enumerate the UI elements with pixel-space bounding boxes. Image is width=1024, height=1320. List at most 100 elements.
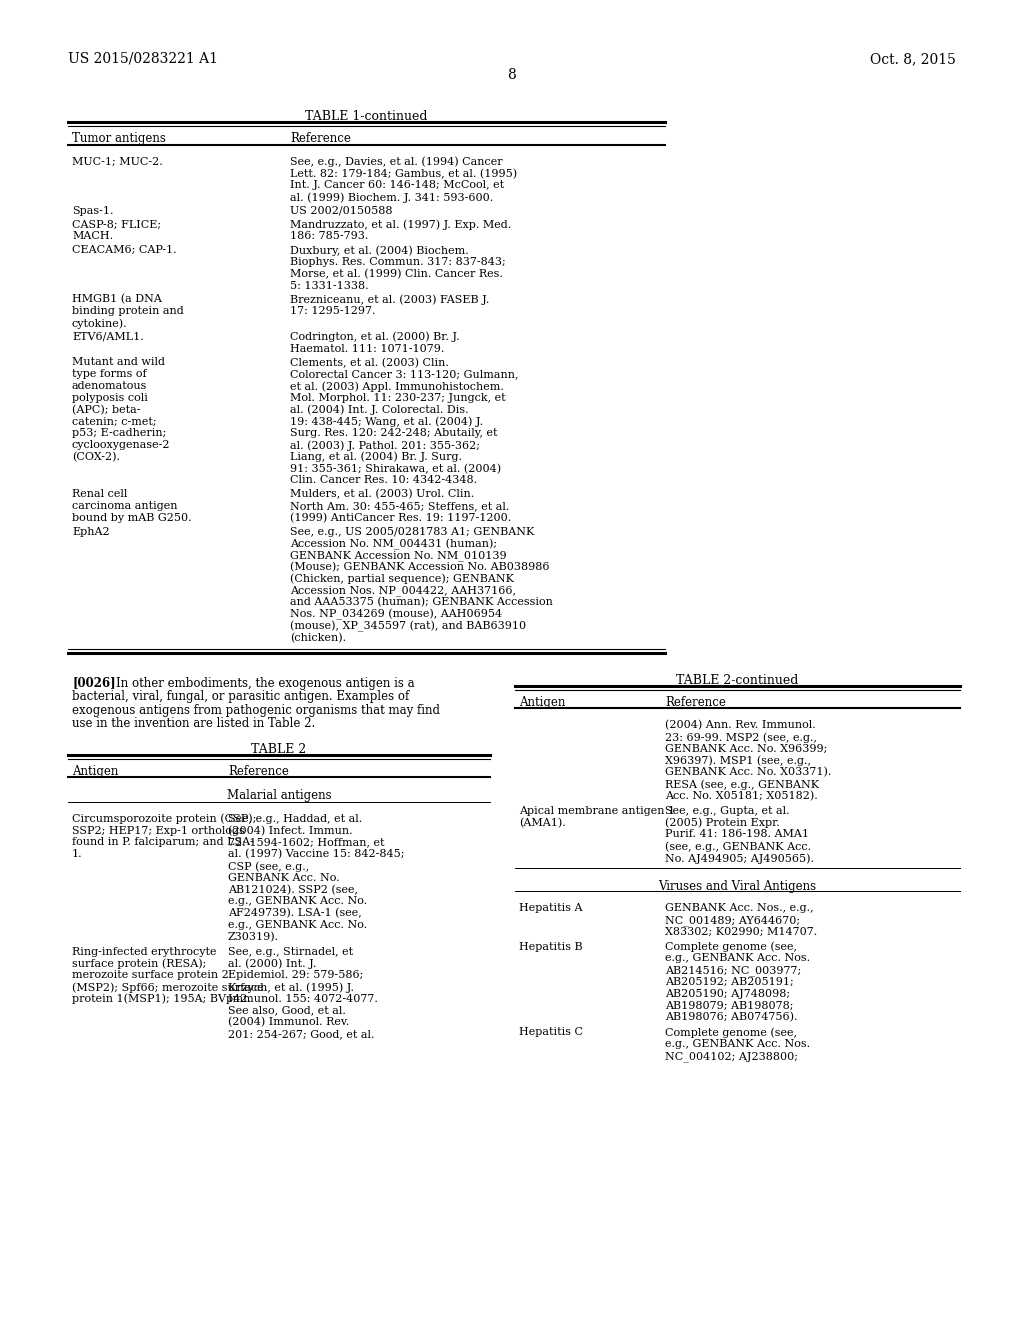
Text: Apical membrane antigen 1: Apical membrane antigen 1 [519,805,675,816]
Text: 17: 1295-1297.: 17: 1295-1297. [290,306,376,317]
Text: GENBANK Acc. No.: GENBANK Acc. No. [228,873,340,883]
Text: AB121024). SSP2 (see,: AB121024). SSP2 (see, [228,884,358,895]
Text: Hepatitis A: Hepatitis A [519,903,583,913]
Text: Accession No. NM_004431 (human);: Accession No. NM_004431 (human); [290,539,497,549]
Text: AB198076; AB074756).: AB198076; AB074756). [665,1012,798,1023]
Text: bacterial, viral, fungal, or parasitic antigen. Examples of: bacterial, viral, fungal, or parasitic a… [72,690,410,704]
Text: EphA2: EphA2 [72,527,110,537]
Text: GENBANK Acc. No. X03371).: GENBANK Acc. No. X03371). [665,767,831,777]
Text: AB198079; AB198078;: AB198079; AB198078; [665,1001,794,1011]
Text: Complete genome (see,: Complete genome (see, [665,941,797,952]
Text: (chicken).: (chicken). [290,632,346,643]
Text: carcinoma antigen: carcinoma antigen [72,502,177,511]
Text: TABLE 2-continued: TABLE 2-continued [676,673,799,686]
Text: type forms of: type forms of [72,370,146,379]
Text: 1.: 1. [72,849,83,859]
Text: 19: 438-445; Wang, et al. (2004) J.: 19: 438-445; Wang, et al. (2004) J. [290,416,483,426]
Text: (2004) Ann. Rev. Immunol.: (2004) Ann. Rev. Immunol. [665,721,816,730]
Text: Clin. Cancer Res. 10: 4342-4348.: Clin. Cancer Res. 10: 4342-4348. [290,475,477,486]
Text: Reference: Reference [290,132,351,145]
Text: MACH.: MACH. [72,231,113,242]
Text: GENBANK Accession No. NM_010139: GENBANK Accession No. NM_010139 [290,550,507,561]
Text: surface protein (RESA);: surface protein (RESA); [72,958,207,969]
Text: Mandruzzato, et al. (1997) J. Exp. Med.: Mandruzzato, et al. (1997) J. Exp. Med. [290,219,511,230]
Text: Tumor antigens: Tumor antigens [72,132,166,145]
Text: Brezniceanu, et al. (2003) FASEB J.: Brezniceanu, et al. (2003) FASEB J. [290,294,489,305]
Text: TABLE 2: TABLE 2 [251,743,306,755]
Text: et al. (2003) Appl. Immunohistochem.: et al. (2003) Appl. Immunohistochem. [290,381,504,392]
Text: Reference: Reference [665,696,726,709]
Text: 186: 785-793.: 186: 785-793. [290,231,369,242]
Text: Hepatitis C: Hepatitis C [519,1027,583,1038]
Text: (see, e.g., GENBANK Acc.: (see, e.g., GENBANK Acc. [665,841,811,851]
Text: e.g., GENBANK Acc. Nos.: e.g., GENBANK Acc. Nos. [665,953,810,964]
Text: Mol. Morphol. 11: 230-237; Jungck, et: Mol. Morphol. 11: 230-237; Jungck, et [290,393,506,403]
Text: (1999) AntiCancer Res. 19: 1197-1200.: (1999) AntiCancer Res. 19: 1197-1200. [290,512,511,523]
Text: 72: 1594-1602; Hoffman, et: 72: 1594-1602; Hoffman, et [228,837,384,847]
Text: merozoite surface protein 2: merozoite surface protein 2 [72,970,228,981]
Text: AB205192; AB205191;: AB205192; AB205191; [665,977,794,987]
Text: (AMA1).: (AMA1). [519,817,565,828]
Text: Viruses and Viral Antigens: Viruses and Viral Antigens [658,879,816,892]
Text: catenin; c-met;: catenin; c-met; [72,416,157,426]
Text: See also, Good, et al.: See also, Good, et al. [228,1006,346,1015]
Text: Z30319).: Z30319). [228,932,280,942]
Text: X83302; K02990; M14707.: X83302; K02990; M14707. [665,927,817,937]
Text: binding protein and: binding protein and [72,306,183,317]
Text: North Am. 30: 455-465; Steffens, et al.: North Am. 30: 455-465; Steffens, et al. [290,502,509,511]
Text: (2004) Infect. Immun.: (2004) Infect. Immun. [228,825,352,836]
Text: See, e.g., Haddad, et al.: See, e.g., Haddad, et al. [228,814,362,824]
Text: al. (2003) J. Pathol. 201: 355-362;: al. (2003) J. Pathol. 201: 355-362; [290,440,480,450]
Text: Krzych, et al. (1995) J.: Krzych, et al. (1995) J. [228,982,354,993]
Text: X96397). MSP1 (see, e.g.,: X96397). MSP1 (see, e.g., [665,755,811,766]
Text: Ring-infected erythrocyte: Ring-infected erythrocyte [72,946,216,957]
Text: ETV6/AML1.: ETV6/AML1. [72,331,143,342]
Text: Spas-1.: Spas-1. [72,206,114,215]
Text: TABLE 1-continued: TABLE 1-continued [305,110,428,123]
Text: NC_004102; AJ238800;: NC_004102; AJ238800; [665,1051,798,1061]
Text: al. (2000) Int. J.: al. (2000) Int. J. [228,958,316,969]
Text: e.g., GENBANK Acc. No.: e.g., GENBANK Acc. No. [228,896,368,907]
Text: (Mouse); GENBANK Accession No. AB038986: (Mouse); GENBANK Accession No. AB038986 [290,562,550,573]
Text: 201: 254-267; Good, et al.: 201: 254-267; Good, et al. [228,1030,375,1039]
Text: polyposis coli: polyposis coli [72,393,147,403]
Text: Epidemiol. 29: 579-586;: Epidemiol. 29: 579-586; [228,970,364,981]
Text: Biophys. Res. Commun. 317: 837-843;: Biophys. Res. Commun. 317: 837-843; [290,257,506,267]
Text: Clements, et al. (2003) Clin.: Clements, et al. (2003) Clin. [290,358,449,368]
Text: e.g., GENBANK Acc. Nos.: e.g., GENBANK Acc. Nos. [665,1039,810,1049]
Text: CSP (see, e.g.,: CSP (see, e.g., [228,861,309,871]
Text: [0026]: [0026] [72,677,116,689]
Text: Antigen: Antigen [519,696,565,709]
Text: Purif. 41: 186-198. AMA1: Purif. 41: 186-198. AMA1 [665,829,809,840]
Text: (Chicken, partial sequence); GENBANK: (Chicken, partial sequence); GENBANK [290,574,514,585]
Text: Surg. Res. 120: 242-248; Abutaily, et: Surg. Res. 120: 242-248; Abutaily, et [290,428,498,438]
Text: See, e.g., Davies, et al. (1994) Cancer: See, e.g., Davies, et al. (1994) Cancer [290,157,503,168]
Text: 5: 1331-1338.: 5: 1331-1338. [290,281,369,290]
Text: GENBANK Acc. Nos., e.g.,: GENBANK Acc. Nos., e.g., [665,903,814,913]
Text: (COX-2).: (COX-2). [72,451,120,462]
Text: e.g., GENBANK Acc. No.: e.g., GENBANK Acc. No. [228,920,368,931]
Text: Hepatitis B: Hepatitis B [519,941,583,952]
Text: cytokine).: cytokine). [72,318,128,329]
Text: 91: 355-361; Shirakawa, et al. (2004): 91: 355-361; Shirakawa, et al. (2004) [290,463,501,474]
Text: AF249739). LSA-1 (see,: AF249739). LSA-1 (see, [228,908,361,919]
Text: Malarial antigens: Malarial antigens [226,789,332,803]
Text: cyclooxygenase-2: cyclooxygenase-2 [72,440,171,450]
Text: US 2002/0150588: US 2002/0150588 [290,206,392,215]
Text: GENBANK Acc. No. X96399;: GENBANK Acc. No. X96399; [665,743,827,754]
Text: Duxbury, et al. (2004) Biochem.: Duxbury, et al. (2004) Biochem. [290,246,469,256]
Text: protein 1(MSP1); 195A; BVp42.: protein 1(MSP1); 195A; BVp42. [72,994,251,1005]
Text: exogenous antigens from pathogenic organisms that may find: exogenous antigens from pathogenic organ… [72,704,440,717]
Text: Oct. 8, 2015: Oct. 8, 2015 [870,51,956,66]
Text: (mouse), XP_345597 (rat), and BAB63910: (mouse), XP_345597 (rat), and BAB63910 [290,620,526,632]
Text: (APC); beta-: (APC); beta- [72,405,140,414]
Text: Mutant and wild: Mutant and wild [72,358,165,367]
Text: Haematol. 111: 1071-1079.: Haematol. 111: 1071-1079. [290,343,444,354]
Text: al. (1999) Biochem. J. 341: 593-600.: al. (1999) Biochem. J. 341: 593-600. [290,191,494,202]
Text: 23: 69-99. MSP2 (see, e.g.,: 23: 69-99. MSP2 (see, e.g., [665,733,817,743]
Text: (MSP2); Spf66; merozoite surface: (MSP2); Spf66; merozoite surface [72,982,263,993]
Text: HMGB1 (a DNA: HMGB1 (a DNA [72,294,162,305]
Text: al. (2004) Int. J. Colorectal. Dis.: al. (2004) Int. J. Colorectal. Dis. [290,405,469,416]
Text: Nos. NP_034269 (mouse), AAH06954: Nos. NP_034269 (mouse), AAH06954 [290,610,502,620]
Text: al. (1997) Vaccine 15: 842-845;: al. (1997) Vaccine 15: 842-845; [228,849,404,859]
